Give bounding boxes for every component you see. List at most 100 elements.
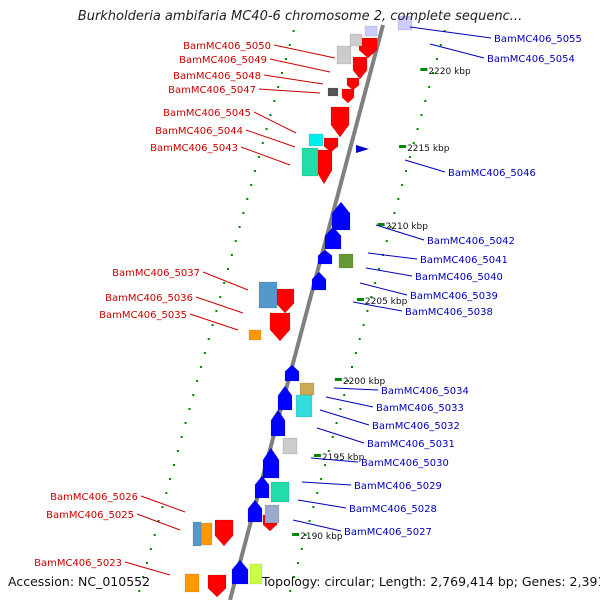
label-leader-line — [310, 457, 359, 463]
reverse-gene-label: BamMC406_5046 — [448, 168, 536, 179]
tick-dot — [420, 114, 423, 116]
reverse-gene — [231, 559, 249, 585]
tick-dot — [412, 142, 415, 144]
tick-dot — [203, 352, 206, 354]
tick-dot — [354, 352, 357, 354]
forward-gene — [315, 149, 333, 185]
tick-dot — [428, 86, 431, 88]
tick-dot — [370, 296, 373, 298]
map-title: Burkholderia ambifaria MC40-6 chromosome… — [77, 9, 523, 24]
tick-dot — [308, 520, 311, 522]
tick-dot — [432, 72, 435, 74]
tick-dot — [416, 128, 419, 130]
tick-dot — [157, 520, 160, 522]
tick-dot — [277, 86, 280, 88]
tick-dot — [238, 226, 241, 228]
label-leader-line — [202, 271, 249, 291]
tick-dot — [293, 576, 296, 578]
reverse-gene — [331, 201, 351, 231]
tick-dot — [378, 268, 381, 270]
tick-dot — [261, 142, 264, 144]
reverse-gene — [277, 385, 293, 411]
label-leader-line — [333, 387, 379, 391]
forward-gene — [330, 106, 350, 138]
label-leader-line — [409, 26, 492, 39]
label-leader-line — [263, 74, 324, 85]
tick-dot — [439, 44, 442, 46]
label-leader-line — [404, 159, 446, 173]
forward-gene-label: BamMC406_5043 — [150, 143, 238, 154]
reverse-gene — [262, 447, 280, 479]
label-leader-line — [124, 561, 171, 576]
label-leader-line — [367, 252, 418, 260]
tick-dot — [211, 324, 214, 326]
tick-dot — [435, 58, 438, 60]
tick-dot — [443, 30, 446, 32]
label-leader-line — [365, 267, 413, 277]
tick-dot — [234, 240, 237, 242]
accession-text: Accession: NC_010552 — [8, 574, 151, 589]
gene-block — [397, 15, 413, 31]
label-leader-line — [319, 409, 370, 426]
tick-dot — [397, 198, 400, 200]
tick-dot — [207, 338, 210, 340]
tick-dot — [184, 422, 187, 424]
tick-dot — [289, 590, 292, 592]
tick-dot — [362, 324, 365, 326]
gene-block — [282, 437, 298, 455]
tick-dot — [257, 156, 260, 158]
tick-dot — [320, 478, 323, 480]
gene-block — [258, 281, 278, 309]
forward-gene — [352, 56, 368, 80]
reverse-gene — [324, 226, 342, 250]
tick-dot — [335, 422, 338, 424]
reverse-gene-label: BamMC406_5054 — [487, 54, 575, 65]
reverse-gene — [270, 409, 286, 437]
reverse-gene-label: BamMC406_5039 — [410, 291, 498, 302]
ruler-tick-label: 2215 kbp — [407, 144, 450, 154]
reverse-gene — [311, 271, 327, 291]
gene-block — [308, 133, 324, 147]
label-leader-line — [325, 396, 374, 408]
gene-block — [349, 33, 363, 47]
tick-dot — [393, 212, 396, 214]
reverse-gene-label: BamMC406_5028 — [349, 504, 437, 515]
tick-dot — [347, 380, 350, 382]
tick-dot — [331, 436, 334, 438]
tick-dot — [230, 254, 233, 256]
forward-gene-label: BamMC406_5035 — [99, 310, 187, 321]
tick-dot — [316, 492, 319, 494]
reverse-gene — [317, 249, 333, 265]
tick-dot — [149, 548, 152, 550]
label-leader-line — [136, 513, 181, 531]
tick-dot — [405, 170, 408, 172]
tick-dot — [339, 408, 342, 410]
label-leader-line — [140, 495, 186, 513]
reverse-gene-label: BamMC406_5033 — [376, 403, 464, 414]
tick-dot — [374, 282, 377, 284]
ruler-tick — [313, 454, 321, 457]
forward-gene — [214, 519, 234, 547]
gene-block — [327, 87, 339, 97]
ruler-tick — [377, 223, 385, 226]
forward-gene-label: BamMC406_5036 — [105, 293, 193, 304]
label-leader-line — [195, 296, 244, 314]
label-leader-line — [352, 301, 403, 312]
forward-gene — [341, 88, 355, 104]
forward-gene — [358, 37, 378, 59]
gene-block — [184, 573, 200, 593]
label-leader-line — [375, 224, 425, 241]
gene-block — [301, 147, 319, 177]
forward-gene — [323, 137, 339, 153]
reverse-gene — [284, 364, 300, 382]
tick-dot — [350, 366, 353, 368]
tick-dot — [165, 492, 168, 494]
forward-gene-label: BamMC406_5049 — [179, 55, 267, 66]
tick-dot — [281, 72, 284, 74]
label-leader-line — [429, 43, 485, 59]
ruler-tick-label: 2210 kbp — [386, 222, 429, 232]
forward-gene-label: BamMC406_5023 — [34, 558, 122, 569]
tick-dot — [246, 198, 249, 200]
forward-gene — [207, 574, 227, 598]
